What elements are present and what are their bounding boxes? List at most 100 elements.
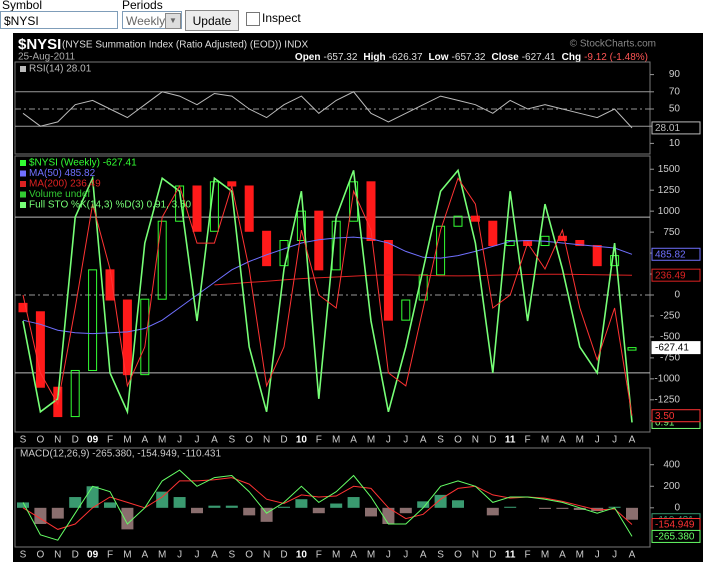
- panel-frame: [14, 61, 651, 155]
- y-tick-label: 1000: [658, 206, 681, 217]
- x-tick-label: J: [403, 550, 408, 561]
- histogram-bar: [399, 507, 412, 514]
- value-box: [651, 529, 701, 543]
- x-tick-label: M: [541, 550, 549, 561]
- quote-label: Low: [429, 52, 449, 63]
- x-tick-label: F: [316, 550, 322, 561]
- candle: [470, 215, 480, 222]
- histogram-bar: [591, 507, 604, 512]
- histogram-bar: [539, 507, 551, 509]
- series-line: [22, 91, 633, 129]
- x-tick-label: A: [211, 550, 218, 561]
- x-tick-label: A: [559, 435, 566, 446]
- x-tick-label: A: [211, 435, 218, 446]
- x-tick-label: D: [280, 550, 287, 561]
- y-tick-label: 750: [663, 227, 680, 238]
- x-tick-label: N: [472, 550, 479, 561]
- x-tick-label: J: [177, 435, 182, 446]
- x-tick-label: A: [420, 550, 427, 561]
- x-tick-label: M: [576, 435, 584, 446]
- x-tick-label: M: [541, 435, 549, 446]
- series-line: [214, 273, 633, 286]
- x-tick-label: S: [437, 550, 444, 561]
- chart-description: (NYSE Summation Index (Ratio Adjusted) (…: [62, 40, 309, 51]
- y-tick-label: 400: [663, 459, 680, 470]
- x-tick-label: 11: [505, 435, 516, 446]
- candle: [401, 299, 411, 321]
- candle: [575, 239, 585, 247]
- quote-label: High: [363, 52, 385, 63]
- histogram-bar: [486, 507, 499, 516]
- x-tick-label: O: [454, 550, 462, 561]
- histogram-bar: [417, 501, 430, 508]
- x-tick-label: M: [158, 435, 166, 446]
- legend-text: Volume undef: [29, 189, 90, 200]
- x-tick-label: O: [37, 550, 45, 561]
- chart-background: [13, 33, 703, 562]
- x-tick-label: S: [437, 435, 444, 446]
- candle: [122, 299, 132, 376]
- y-tick-label: 90: [669, 69, 681, 80]
- x-tick-label: N: [54, 435, 61, 446]
- value-box-label: 28.01: [655, 123, 680, 134]
- x-tick-label: F: [316, 435, 322, 446]
- histogram-bar: [173, 497, 186, 508]
- x-tick-label: J: [595, 435, 600, 446]
- legend-swatch: [20, 170, 26, 177]
- x-tick-label: J: [612, 435, 617, 446]
- legend-text: $NYSI (Weekly) -627.41: [29, 158, 137, 169]
- quote-label: Open: [295, 52, 321, 63]
- x-tick-label: A: [141, 435, 148, 446]
- symbol-label: Symbol: [2, 0, 43, 12]
- quote-value: -9.12 (-1.48%): [584, 52, 648, 63]
- value-box-label: -627.41: [655, 343, 689, 354]
- x-tick-label: A: [629, 435, 636, 446]
- symbol-input[interactable]: $NYSI: [0, 11, 118, 29]
- update-button[interactable]: Update: [185, 10, 239, 31]
- y-tick-label: -500: [660, 332, 680, 343]
- x-tick-label: J: [177, 550, 182, 561]
- x-tick-label: S: [228, 435, 235, 446]
- histogram-bar: [208, 505, 221, 508]
- candle: [488, 220, 498, 247]
- x-tick-label: M: [367, 550, 375, 561]
- series-line: [22, 469, 633, 541]
- candle: [436, 225, 446, 276]
- x-tick-label: A: [559, 550, 566, 561]
- legend-text: MA(200) 236.49: [29, 179, 101, 190]
- histogram-bar: [191, 507, 203, 514]
- x-tick-label: D: [72, 550, 79, 561]
- histogram-bar: [434, 494, 447, 508]
- series-line: [22, 236, 633, 335]
- x-tick-label: N: [54, 550, 61, 561]
- legend-swatch: [20, 160, 26, 166]
- value-box-label: 0.91: [655, 418, 675, 429]
- quote-value: -657.32: [452, 52, 486, 63]
- x-tick-label: A: [350, 550, 357, 561]
- x-tick-label: O: [245, 550, 253, 561]
- histogram-bar: [86, 486, 99, 508]
- x-tick-label: J: [595, 550, 600, 561]
- histogram-bar: [504, 506, 517, 508]
- inspect-checkbox[interactable]: [246, 12, 260, 26]
- x-tick-label: F: [525, 435, 531, 446]
- y-tick-label: -1250: [654, 394, 680, 405]
- x-tick-label: A: [420, 435, 427, 446]
- x-tick-label: F: [525, 550, 531, 561]
- histogram-bar: [452, 500, 464, 508]
- x-tick-label: A: [350, 435, 357, 446]
- candle: [140, 298, 150, 376]
- value-box-label: -265.380: [655, 532, 695, 543]
- x-tick-label: J: [403, 435, 408, 446]
- legend-swatch: [20, 181, 26, 187]
- histogram-bar: [347, 497, 360, 508]
- period-select[interactable]: Weekly ▼: [122, 11, 182, 29]
- candle: [35, 311, 45, 388]
- quote-value: -657.32: [323, 52, 357, 63]
- x-tick-label: 09: [87, 550, 99, 561]
- value-box: [651, 409, 701, 423]
- x-tick-label: F: [107, 435, 113, 446]
- x-tick-label: N: [472, 435, 479, 446]
- candle: [157, 220, 167, 300]
